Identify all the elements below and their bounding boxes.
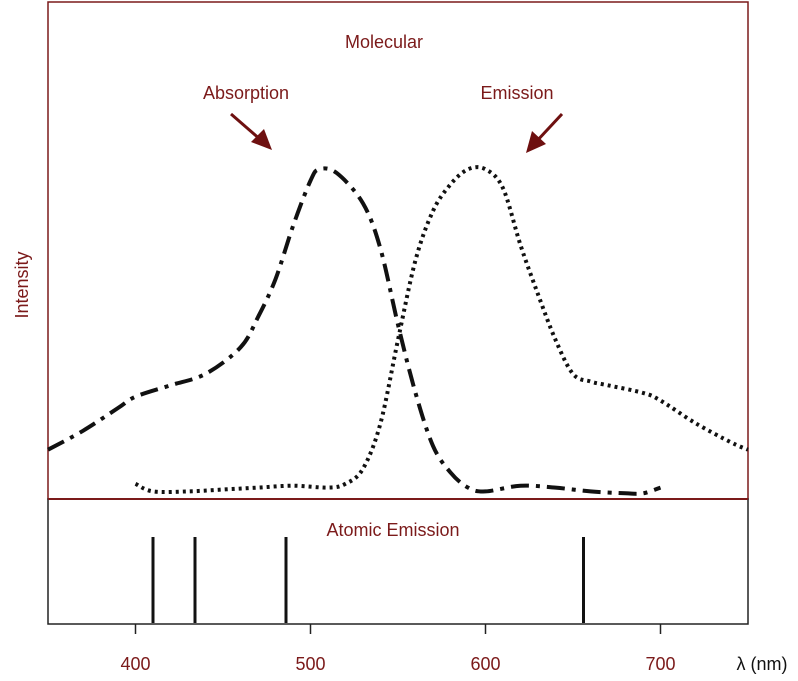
emission-arrow (526, 112, 564, 153)
x-axis-label: λ (nm) (737, 654, 788, 674)
atomic-emission-lines (151, 537, 585, 623)
x-tick-label: 400 (120, 654, 150, 674)
emission-curve (134, 165, 749, 495)
y-axis-label: Intensity (12, 251, 32, 318)
molecular-panel-title: Molecular (345, 32, 423, 52)
absorption-annotation: Absorption (203, 83, 289, 103)
x-tick-label: 500 (295, 654, 325, 674)
x-tick-label: 700 (645, 654, 675, 674)
absorption-arrow (230, 112, 272, 150)
emission-annotation: Emission (480, 83, 553, 103)
x-axis: 400 500 600 700 (120, 624, 676, 674)
x-tick-label: 600 (470, 654, 500, 674)
atomic-panel-title: Atomic Emission (326, 520, 459, 540)
molecular-panel-frame (47, 1, 749, 500)
absorption-curve (47, 166, 662, 496)
